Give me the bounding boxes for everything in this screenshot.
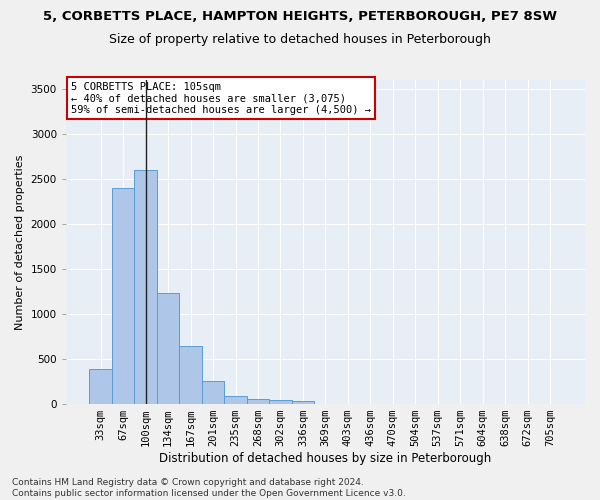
Bar <box>224 396 247 404</box>
Bar <box>292 401 314 404</box>
Text: Contains HM Land Registry data © Crown copyright and database right 2024.
Contai: Contains HM Land Registry data © Crown c… <box>12 478 406 498</box>
Text: 5, CORBETTS PLACE, HAMPTON HEIGHTS, PETERBOROUGH, PE7 8SW: 5, CORBETTS PLACE, HAMPTON HEIGHTS, PETE… <box>43 10 557 23</box>
Text: Size of property relative to detached houses in Peterborough: Size of property relative to detached ho… <box>109 32 491 46</box>
Bar <box>269 400 292 404</box>
Bar <box>202 381 224 404</box>
X-axis label: Distribution of detached houses by size in Peterborough: Distribution of detached houses by size … <box>159 452 491 465</box>
Bar <box>134 170 157 404</box>
Text: 5 CORBETTS PLACE: 105sqm
← 40% of detached houses are smaller (3,075)
59% of sem: 5 CORBETTS PLACE: 105sqm ← 40% of detach… <box>71 82 371 115</box>
Bar <box>179 346 202 404</box>
Y-axis label: Number of detached properties: Number of detached properties <box>15 154 25 330</box>
Bar <box>112 188 134 404</box>
Bar <box>157 294 179 404</box>
Bar <box>247 399 269 404</box>
Bar <box>89 369 112 404</box>
